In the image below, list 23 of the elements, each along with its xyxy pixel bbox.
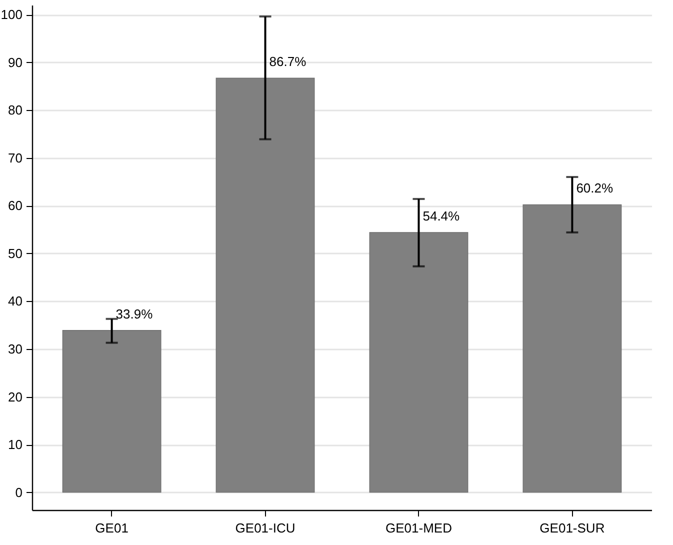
y-tick-label: 100 (0, 7, 22, 22)
y-tick-label: 80 (8, 102, 22, 118)
y-tick-label: 60 (8, 198, 22, 214)
data-label: 33.9% (116, 306, 154, 322)
bar (522, 204, 622, 493)
y-tick-label: 40 (8, 294, 22, 309)
data-label: 60.2% (576, 180, 614, 196)
data-label: 86.7% (269, 54, 307, 70)
y-tick-label: 30 (8, 341, 22, 356)
y-tick-label: 50 (8, 246, 22, 261)
data-label: 54.4% (422, 208, 460, 224)
y-tick-label: 20 (8, 389, 22, 404)
y-tick-label: 10 (8, 437, 22, 452)
x-tick-label: GE01-MED (386, 520, 452, 536)
y-tick-label: 90 (8, 54, 22, 70)
bar (62, 330, 162, 493)
y-tick-label: 70 (8, 150, 22, 166)
x-tick-label: GE01 (95, 520, 128, 536)
y-tick-label: 0 (15, 484, 22, 500)
x-tick-label: GE01-SUR (540, 520, 605, 536)
x-tick-label: GE01-ICU (235, 520, 296, 536)
bar (216, 78, 315, 493)
bar (369, 232, 468, 493)
